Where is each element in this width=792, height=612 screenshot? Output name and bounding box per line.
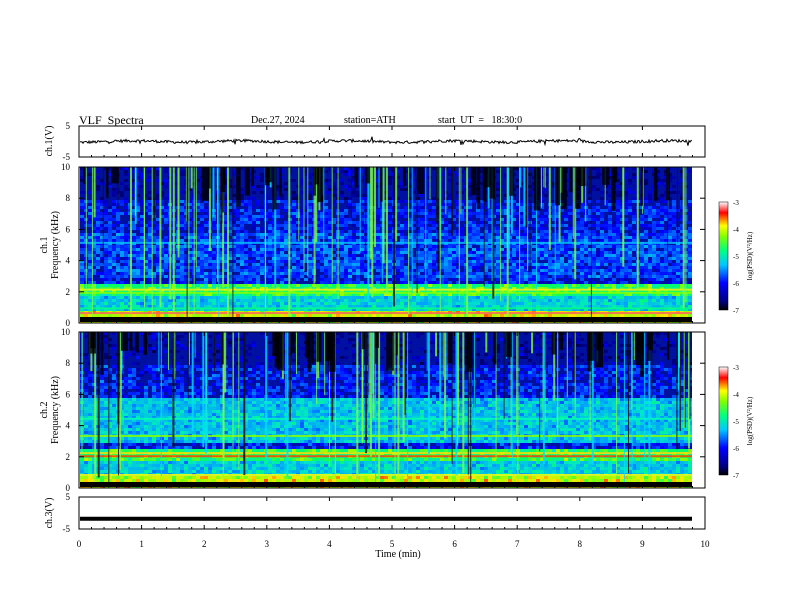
ch3-waveform-panel: 5 -5 ch.3(V) [44,492,706,534]
x-tick-label: 8 [578,539,583,549]
start-ut-label: start UT = 18:30:0 [438,115,523,126]
colorbar-tick: -5 [733,253,739,261]
ch1-colorbar [718,201,729,311]
time-axis: 0 1 2 3 4 5 6 7 8 9 10 [77,126,710,549]
x-tick-label: 2 [202,539,207,549]
spectrogram-y-tick: 0 [66,318,71,328]
spectrogram-y-tick: 10 [61,327,71,337]
x-tick-label: 9 [640,539,645,549]
x-tick-label: 7 [515,539,520,549]
chart-title: VLF Spectra [79,113,144,127]
ch3-y-tick-5: 5 [66,492,71,502]
spectrogram-y-tick: 10 [61,162,71,172]
colorbar-tick: -4 [733,226,739,234]
spectrogram-y-tick: 8 [66,358,71,368]
spectrogram-y-tick: 6 [66,389,71,399]
spectrogram-y-tick: 2 [66,287,71,297]
ch1-waveform-trace [79,136,692,147]
ch1-spectrogram-image [79,167,705,323]
ch3-y-tick-minus5: -5 [63,524,71,534]
x-tick-label: 1 [139,539,144,549]
ch1-colorbar-label: log(PSD)(V²/Hz) [746,231,754,280]
x-tick-label: 4 [327,539,332,549]
ch2-colorbar-label: log(PSD)(V²/Hz) [746,396,754,445]
colorbar-tick: -4 [733,391,739,399]
colorbar-tick: -5 [733,418,739,426]
spectrogram-y-tick: 0 [66,483,71,493]
ch2-colorbar [718,366,729,476]
colorbar-tick: -7 [733,472,739,480]
date-label: Dec.27, 2024 [251,115,305,126]
station-label: station=ATH [344,115,396,126]
spectrogram-y-tick: 6 [66,224,71,234]
colorbar-tick: -3 [733,199,739,207]
x-tick-label: 5 [390,539,395,549]
ch1-waveform-panel: 5 -5 ch.1(V) [44,121,706,162]
colorbar-tick: -6 [733,280,739,288]
ch1-spectrogram-ylabel-line1: ch.1 [39,237,50,254]
x-tick-label: 3 [265,539,270,549]
ch1-y-tick-5: 5 [66,121,71,131]
colorbar-tick: -7 [733,307,739,315]
ch1-spectrogram-ylabel-line2: Frequency (kHz) [50,211,61,279]
ch2-spectrogram-image [79,332,705,488]
x-axis-label: Time (min) [375,549,420,560]
colorbar-tick: -6 [733,445,739,453]
spectrogram-y-tick: 4 [66,421,71,431]
x-tick-label: 6 [452,539,457,549]
ch2-spectrogram-ylabel-line1: ch.2 [39,402,50,419]
ch3-waveform-ylabel: ch.3(V) [44,498,55,529]
x-tick-label: 10 [701,539,711,549]
spectrogram-y-tick: 8 [66,193,71,203]
x-tick-label: 0 [77,539,82,549]
spectrogram-y-tick: 2 [66,452,71,462]
ch2-spectrogram-ylabel-line2: Frequency (kHz) [50,376,61,444]
ch1-waveform-ylabel: ch.1(V) [44,126,55,157]
colorbar-tick: -3 [733,364,739,372]
ch1-y-tick-minus5: -5 [63,152,71,162]
spectrogram-y-tick: 4 [66,256,71,266]
